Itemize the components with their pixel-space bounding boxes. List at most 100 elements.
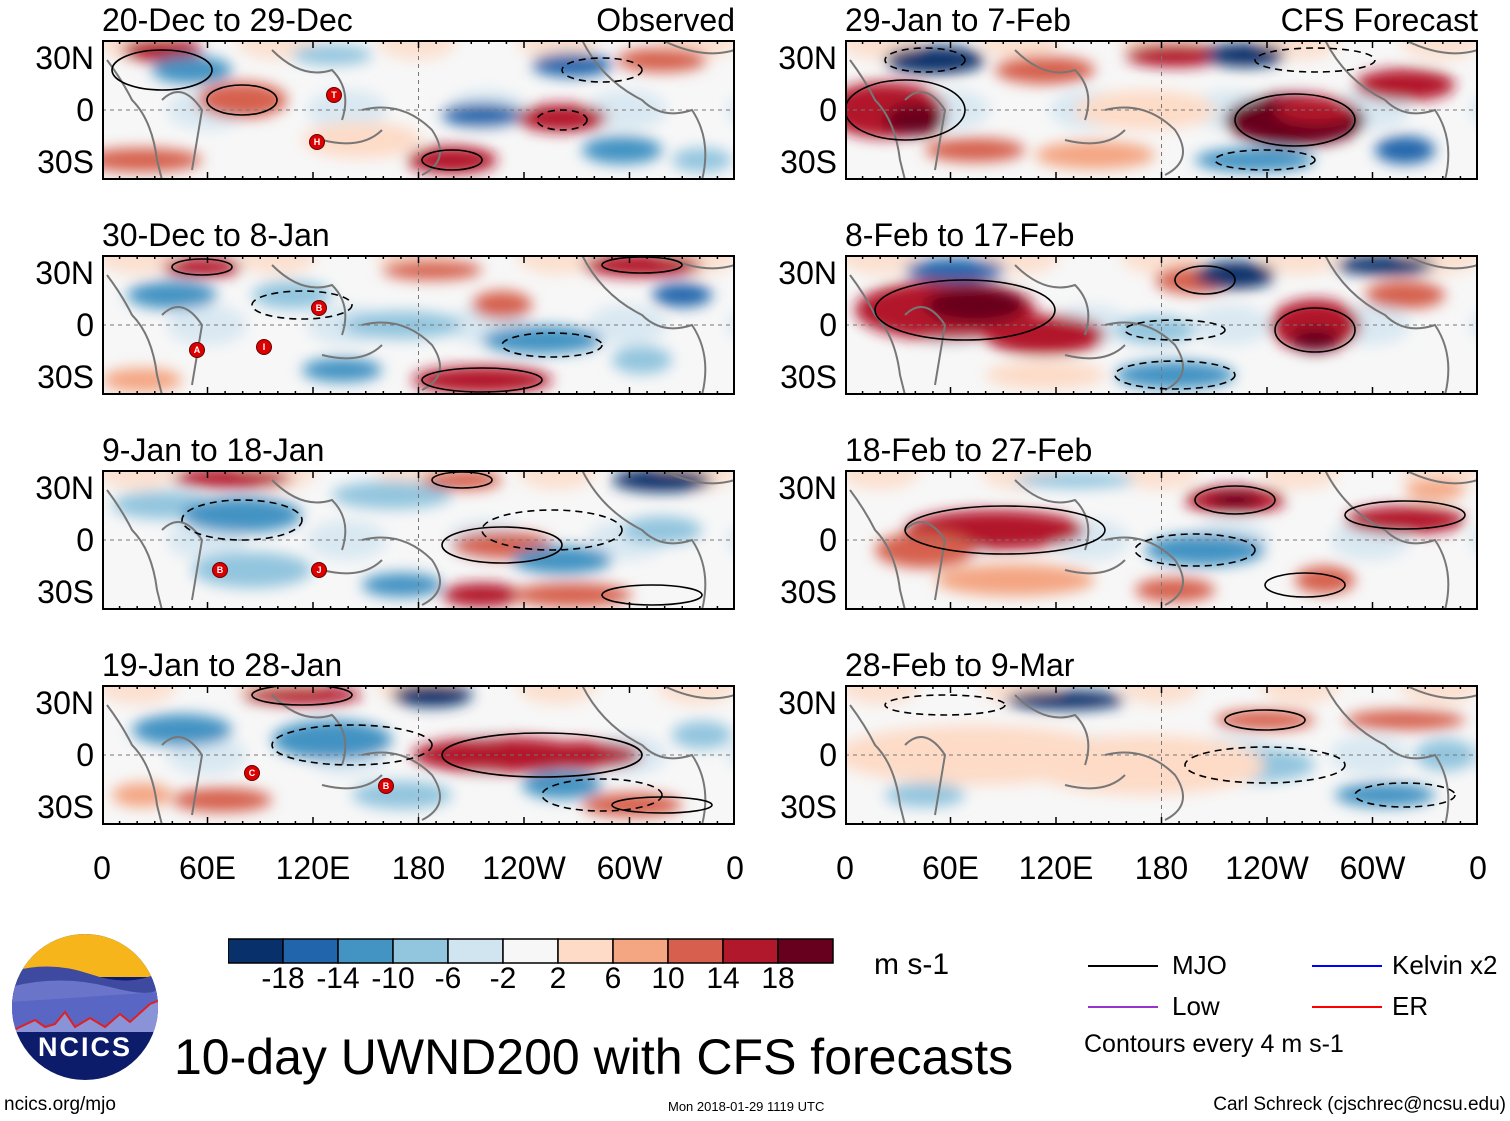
colorbar-tick-label: -6 [434,962,462,995]
map-panel: B A I [97,235,807,396]
mjo-contour-positive [441,526,563,564]
colorbar-swatch [557,938,614,964]
y-tick-label: 0 [819,522,837,558]
anomaly-patch [302,358,382,382]
map-panel [825,20,1510,181]
footer-timestamp: Mon 2018-01-29 1119 UTC [668,1099,825,1114]
anomaly-patch [472,291,532,319]
mjo-contour-negative [251,290,353,320]
mjo-contour-positive [1234,93,1356,147]
anomaly-patch [532,53,612,77]
y-tick-label: 30S [780,144,837,180]
mjo-contour-positive [421,367,543,393]
anomaly-patch [1335,255,1435,275]
anomaly-patch [162,257,242,277]
anomaly-patch [392,683,472,707]
mjo-contour-positive [441,732,643,778]
mjo-contour-negative [1214,149,1316,171]
colorbar-swatch [502,938,559,964]
anomaly-patch [1365,281,1445,309]
anomaly-patch [1195,148,1315,172]
mjo-contour-negative [181,499,303,541]
map-panel [840,450,1510,611]
tropical-cyclone-marker: J [311,562,327,578]
y-tick-label: 30S [37,574,94,610]
x-tick-label: 180 [391,850,446,886]
anomaly-patch [197,82,287,118]
anomaly-patch [1335,783,1435,807]
legend-er: ER [1392,991,1429,1021]
mjo-contour-positive [601,584,703,606]
panel-title: 28-Feb to 9-Mar [845,647,1075,683]
y-tick-label: 30S [780,359,837,395]
mjo-contour-negative [271,724,433,766]
x-tick-label: 120E [1018,850,1094,886]
anomaly-patch [1345,710,1465,730]
mjo-contour-positive [1194,485,1276,515]
anomaly-patch [1205,43,1285,67]
x-tick-label: 0 [1469,850,1487,886]
x-tick-label: 0 [836,850,854,886]
anomaly-patch [587,90,667,130]
anomaly-patch [307,520,387,560]
tropical-cyclone-marker: B [212,562,228,578]
anomaly-patch [1405,480,1465,500]
anomaly-patch [352,781,452,809]
mjo-contour-negative [1184,746,1346,784]
anomaly-patch [652,283,712,307]
x-tick-label: 0 [726,850,744,886]
y-tick-label: 0 [819,737,837,773]
anomaly-patch [242,685,362,705]
anomaly-patch [172,468,292,488]
panel-title: 20-Dec to 29-Dec [102,2,353,38]
anomaly-patch [885,783,965,807]
y-tick-label: 0 [76,92,94,128]
anomaly-map [840,235,1510,396]
colorbar-swatch [777,938,834,964]
anomaly-patch [127,281,217,309]
mjo-contour-positive [1344,500,1466,530]
y-tick-label: 30N [778,255,837,291]
x-tick-label: 180 [1134,850,1189,886]
mjo-contour-negative [1354,782,1456,808]
tropical-cyclone-marker: H [309,134,325,150]
mjo-contour-negative [536,109,588,131]
figure-title: 10-day UWND200 with CFS forecasts [174,1029,1014,1085]
y-tick-label: 30S [37,144,94,180]
coastlines [106,39,736,181]
mjo-contour-positive [874,279,1056,341]
anomaly-patch [885,46,985,74]
mjo-contour-negative [884,694,1006,716]
ncics-logo: NCICS [12,934,158,1080]
y-tick-label: 30N [35,255,94,291]
y-tick-label: 30N [778,470,837,506]
anomaly-map [97,235,807,396]
colorbar-swatch [392,938,449,964]
panel-title: 8-Feb to 17-Feb [845,217,1075,253]
mjo-contour-negative [1134,533,1256,567]
mjo-contour-negative [1254,47,1376,73]
colorbar-swatch [228,938,284,964]
colorbar-swatch [667,938,724,964]
anomaly-patch [925,287,1025,323]
anomaly-patch [1035,141,1155,169]
y-tick-label: 30S [37,359,94,395]
anomaly-patch [482,326,602,354]
anomaly-patch [1215,710,1315,730]
anomaly-patch [925,138,1025,162]
anomaly-patch [672,721,732,749]
mjo-contour-positive [611,796,713,814]
mjo-contour-negative [501,332,603,358]
anomaly-patch [935,564,1095,596]
footer-url[interactable]: ncics.org/mjo [4,1094,116,1115]
colorbar [228,938,834,964]
colorbar-swatch [282,938,339,964]
anomaly-patch [332,481,452,509]
coastlines [849,39,1479,181]
anomaly-patch [442,583,522,607]
panel-title: 29-Jan to 7-Feb [845,2,1071,38]
anomaly-map [82,20,807,181]
anomaly-patch [82,148,202,172]
tropical-cyclone-marker: T [326,87,342,103]
